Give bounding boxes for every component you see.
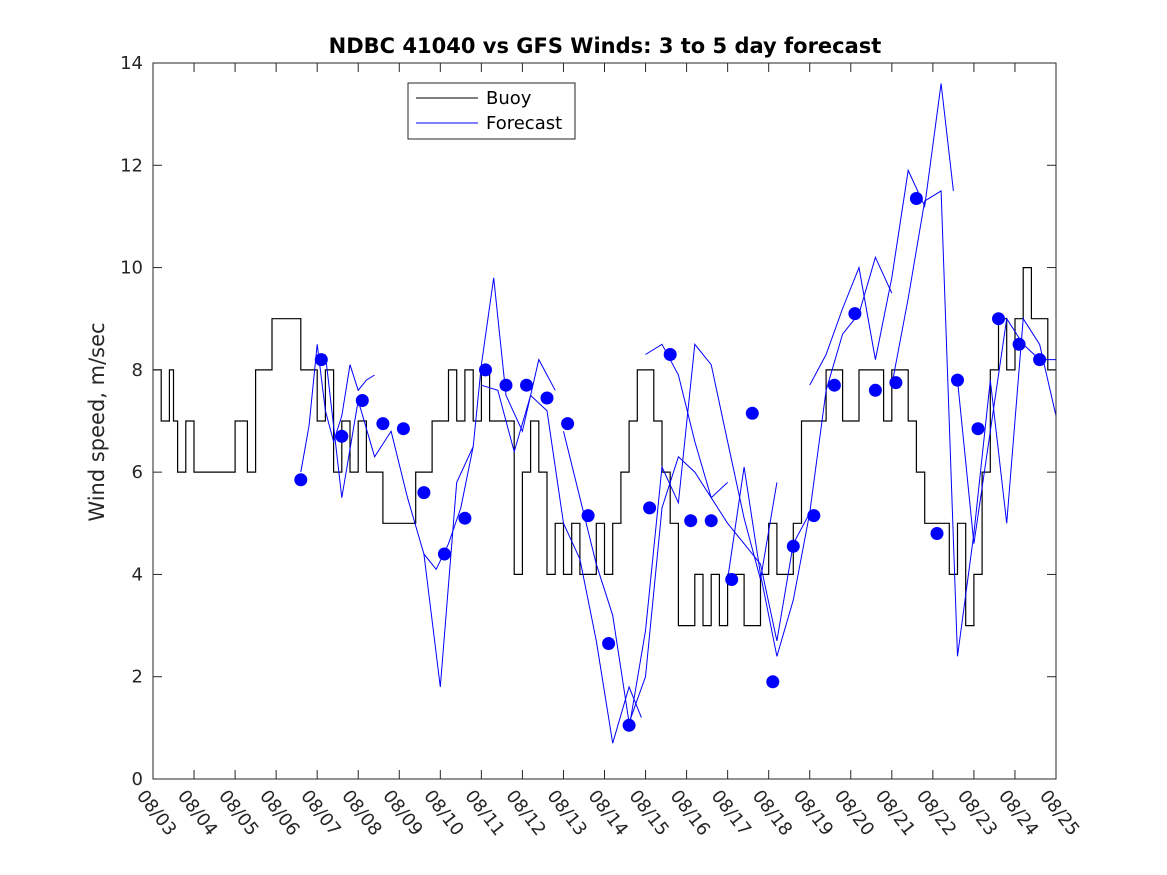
forecast-line-6: [628, 343, 778, 728]
forecast-point: [1012, 337, 1026, 351]
forecast-point: [909, 192, 923, 205]
forecast-point: [417, 486, 431, 500]
forecast-point: [951, 373, 964, 387]
forecast-point: [1033, 353, 1047, 367]
forecast-point: [499, 378, 513, 392]
forecast-line-2: [324, 354, 474, 687]
chart-title: NDBC 41040 vs GFS Winds: 3 to 5 day fore…: [329, 34, 882, 58]
y-tick-label: 10: [120, 258, 143, 279]
forecast-series: [300, 83, 1057, 744]
forecast-point: [376, 417, 390, 431]
forecast-point: [807, 509, 821, 523]
y-tick-label: 6: [132, 462, 143, 483]
y-tick-label: 4: [132, 564, 143, 585]
forecast-point: [766, 675, 780, 689]
forecast-point: [335, 429, 349, 443]
forecast-line-9: [809, 83, 954, 386]
forecast-point: [663, 348, 677, 361]
y-tick-label: 14: [120, 53, 143, 74]
forecast-point: [458, 511, 472, 525]
forecast-point: [725, 573, 739, 586]
y-tick-label: 12: [120, 155, 143, 176]
forecast-line-1: [300, 344, 375, 473]
forecast-point: [889, 376, 903, 390]
buoy-series: [153, 267, 1056, 627]
forecast-line-10: [891, 190, 1057, 657]
legend-label-buoy: Buoy: [486, 88, 532, 109]
forecast-point: [992, 312, 1005, 326]
forecast-point: [848, 307, 862, 321]
forecast-point: [930, 527, 944, 540]
forecast-point: [540, 391, 554, 405]
forecast-point: [684, 514, 698, 528]
plot-background: [153, 63, 1056, 779]
forecast-point: [786, 539, 800, 553]
forecast-point: [520, 378, 533, 392]
forecast-point: [314, 353, 328, 367]
forecast-point: [745, 406, 759, 420]
buoy-line: [153, 267, 1056, 627]
plot-area: [153, 63, 1056, 779]
forecast-point: [868, 383, 882, 397]
y-axis-label: Wind speed, m/sec: [85, 322, 109, 521]
forecast-point: [704, 514, 718, 528]
legend: Buoy Forecast: [407, 82, 576, 140]
y-tick-label: 0: [132, 769, 143, 790]
forecast-point: [437, 547, 451, 561]
forecast-point: [827, 378, 841, 392]
forecast-line-5: [563, 431, 728, 723]
forecast-point: [479, 363, 492, 377]
forecast-point: [355, 394, 369, 407]
forecast-point: [643, 501, 657, 515]
y-tick-label: 8: [132, 360, 143, 381]
forecast-point: [581, 509, 595, 523]
forecast-point: [396, 422, 410, 436]
forecast-line-4: [481, 384, 642, 744]
forecast-point: [602, 637, 616, 650]
forecast-point: [622, 718, 636, 732]
forecast-line-7: [645, 343, 811, 642]
legend-label-forecast: Forecast: [486, 113, 562, 134]
forecast-point: [294, 473, 308, 487]
forecast-point: [561, 417, 575, 431]
y-tick-label: 2: [132, 667, 143, 688]
legend-box: [407, 82, 576, 140]
forecast-markers: [294, 192, 1047, 732]
forecast-point: [971, 422, 985, 436]
